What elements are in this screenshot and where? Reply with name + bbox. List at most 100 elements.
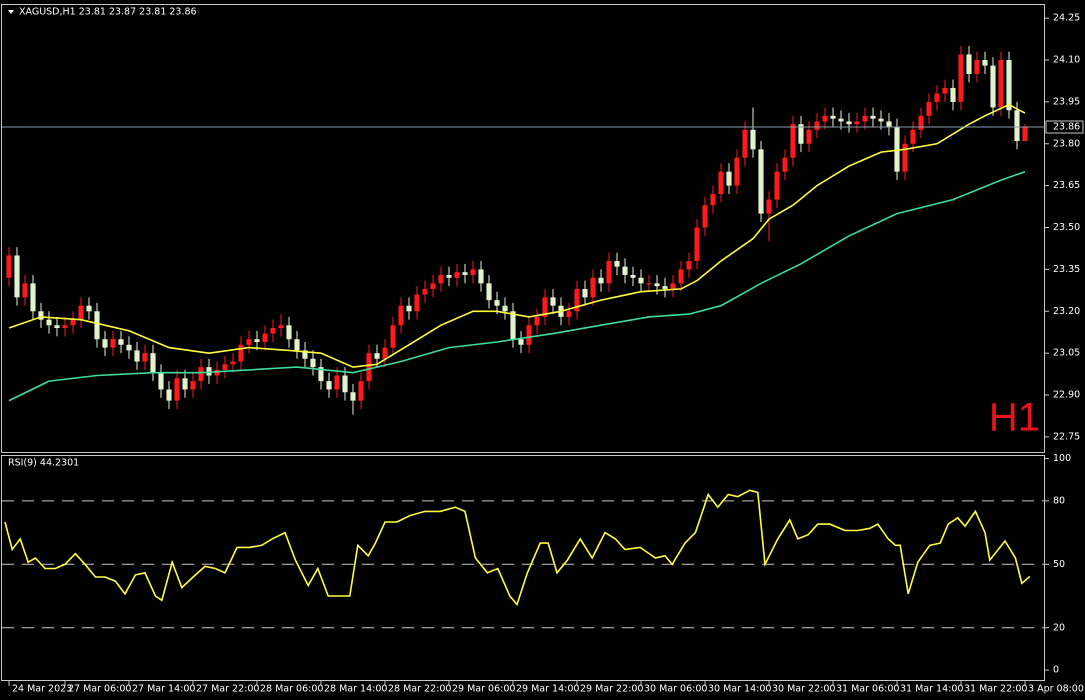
y-tick-label: 22.90 xyxy=(1053,390,1080,401)
candle-body xyxy=(998,60,1004,108)
y-tick-label: 80 xyxy=(1053,495,1065,506)
candle-body xyxy=(726,171,732,186)
candle-body xyxy=(614,261,620,267)
candle-body xyxy=(550,297,556,306)
candle-body xyxy=(382,347,388,359)
candle-body xyxy=(38,311,44,320)
candle-body xyxy=(774,171,780,200)
candle-body xyxy=(606,261,612,284)
candle-body xyxy=(246,339,252,345)
x-tick-label: 27 Mar 14:00 xyxy=(132,684,195,695)
candle-body xyxy=(982,60,988,66)
x-tick-label: 31 Mar 06:00 xyxy=(836,684,899,695)
x-tick-label: 28 Mar 14:00 xyxy=(324,684,387,695)
candle-body xyxy=(494,300,500,306)
candle-body xyxy=(326,381,332,390)
candle-body xyxy=(334,375,340,390)
candle-body xyxy=(742,129,748,158)
moving-average-line xyxy=(8,170,1026,402)
candle-body xyxy=(70,319,76,326)
candle-body xyxy=(750,129,756,150)
candle-body xyxy=(150,353,156,373)
candle-body xyxy=(846,121,852,125)
rsi-line xyxy=(4,489,1031,607)
candle-body xyxy=(638,277,644,284)
last-price-box xyxy=(1045,120,1084,134)
candle-body xyxy=(766,199,772,214)
candle-body xyxy=(654,283,660,287)
candle-body xyxy=(414,294,420,312)
y-tick-label: 22.75 xyxy=(1053,431,1080,442)
candle-body xyxy=(166,389,172,401)
candle-body xyxy=(478,269,484,284)
candle-body xyxy=(422,288,428,295)
candle-body xyxy=(870,115,876,119)
candle-body xyxy=(142,353,148,362)
candle-body xyxy=(782,157,788,172)
candle-body xyxy=(6,255,12,278)
candle-body xyxy=(206,367,212,376)
candle-body xyxy=(758,149,764,214)
candle-body xyxy=(390,325,396,348)
candle-body xyxy=(278,325,284,329)
candle-body xyxy=(646,283,652,285)
y-tick-label: 23.50 xyxy=(1053,222,1080,233)
candle-body xyxy=(78,305,84,320)
candle-body xyxy=(366,353,372,382)
candle-body xyxy=(1022,127,1028,141)
candle-body xyxy=(814,121,820,130)
candle-body xyxy=(222,364,228,370)
candle-body xyxy=(694,227,700,262)
candle-body xyxy=(94,311,100,340)
candle-body xyxy=(526,325,532,345)
menu-triangle[interactable] xyxy=(8,10,14,14)
candle-body xyxy=(318,367,324,382)
x-tick-label: 24 Mar 2023 xyxy=(12,684,72,695)
candle-body xyxy=(942,87,948,94)
candle-body xyxy=(350,392,356,401)
candle-body xyxy=(974,60,980,74)
candle-body xyxy=(902,143,908,172)
rsi-panel-frame xyxy=(1,455,1045,681)
x-tick-label: 29 Mar 22:00 xyxy=(580,684,643,695)
candle-body xyxy=(910,129,916,144)
candle-body xyxy=(214,369,220,376)
moving-average-line xyxy=(8,103,1026,368)
candle-body xyxy=(830,115,836,119)
candle-body xyxy=(374,353,380,359)
y-tick-label: 100 xyxy=(1053,453,1071,464)
candle-body xyxy=(302,350,308,359)
last-price-label: 23.86 xyxy=(1053,122,1080,133)
rsi-header: RSI(9) 44.2301 xyxy=(8,458,79,469)
candle-body xyxy=(598,277,604,284)
x-tick-label: 31 Mar 14:00 xyxy=(900,684,963,695)
candle-body xyxy=(46,319,52,326)
candle-body xyxy=(886,121,892,128)
y-tick-label: 20 xyxy=(1053,622,1065,633)
candle-body xyxy=(950,87,956,102)
candle-body xyxy=(582,288,588,298)
candle-body xyxy=(230,361,236,365)
candle-body xyxy=(678,269,684,284)
candle-body xyxy=(134,350,140,362)
candle-body xyxy=(174,378,180,401)
candle-body xyxy=(790,124,796,158)
candle-body xyxy=(22,283,28,298)
y-tick-label: 24.25 xyxy=(1053,13,1080,24)
candle-body xyxy=(718,171,724,195)
candle-body xyxy=(446,274,452,278)
candle-body xyxy=(62,325,68,329)
candle-body xyxy=(734,157,740,186)
candle-body xyxy=(966,54,972,74)
y-tick-label: 50 xyxy=(1053,559,1065,570)
candle-body xyxy=(1014,110,1020,141)
y-tick-label: 23.65 xyxy=(1053,180,1080,191)
x-tick-label: 28 Mar 06:00 xyxy=(260,684,323,695)
candle-body xyxy=(238,344,244,362)
x-tick-label: 30 Mar 22:00 xyxy=(772,684,835,695)
candle-body xyxy=(486,283,492,301)
price-panel-frame xyxy=(1,4,1045,453)
candle-body xyxy=(926,101,932,116)
candle-body xyxy=(286,325,292,340)
candle-body xyxy=(270,328,276,334)
